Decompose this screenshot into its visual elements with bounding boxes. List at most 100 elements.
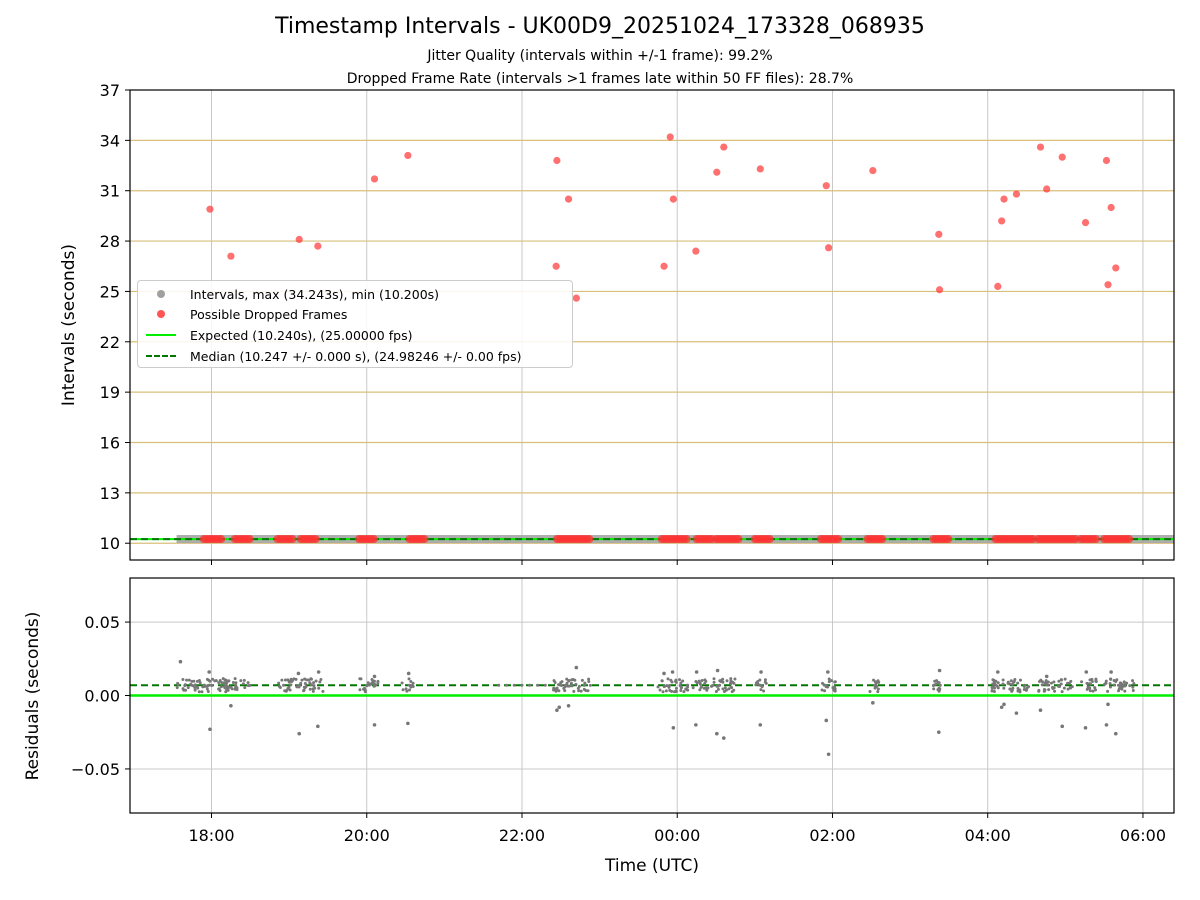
residual-point	[727, 687, 731, 691]
residual-point	[1009, 679, 1013, 683]
dropped-frame-point	[765, 535, 774, 544]
intervals-panel: 10 13 16 19 22 25 28 31 34 37 Intervals (seconds)	[59, 81, 1175, 565]
residual-point	[679, 686, 683, 690]
residual-point	[1063, 677, 1067, 681]
residual-point	[504, 683, 508, 687]
residual-point	[406, 721, 410, 726]
residual-point	[373, 682, 377, 686]
residuals-y-tick-label: 0.00	[84, 687, 120, 706]
residuals-y-axis-label: Residuals (seconds)	[23, 612, 43, 781]
residual-point	[664, 689, 668, 693]
residual-point	[1088, 682, 1092, 686]
residual-point	[826, 752, 831, 757]
residual-point	[241, 682, 245, 686]
residual-point	[363, 690, 367, 694]
dropped-frame-point	[1043, 185, 1051, 193]
residual-point	[178, 659, 183, 664]
residual-point	[299, 681, 303, 685]
residual-point	[278, 686, 282, 690]
residual-point	[1109, 677, 1113, 681]
residual-point	[407, 683, 411, 687]
dropped-frame-point	[1125, 535, 1134, 544]
residual-point	[234, 681, 238, 685]
residual-point	[702, 686, 706, 690]
residual-point	[557, 683, 561, 687]
residual-point	[1011, 686, 1015, 690]
residual-point	[283, 678, 287, 682]
residual-point	[404, 687, 408, 691]
residual-point	[1022, 684, 1026, 688]
residual-point	[197, 690, 201, 694]
intervals-y-tick-label: 37	[100, 81, 120, 100]
residual-point	[280, 678, 284, 682]
dropped-frame-point	[935, 230, 943, 238]
dropped-frame-point	[206, 205, 214, 213]
residual-point	[227, 679, 231, 683]
residual-point	[186, 686, 190, 690]
residual-point	[557, 689, 561, 693]
residual-point	[184, 688, 188, 692]
residual-point	[314, 679, 318, 683]
residual-point	[938, 688, 942, 692]
residual-point	[1131, 685, 1135, 689]
legend-label: Expected (10.240s), (25.00000 fps)	[190, 327, 413, 343]
legend-item-intervals: Intervals, max (34.243s), min (10.200s)	[146, 284, 439, 304]
dropped-frame-point	[713, 168, 721, 176]
residual-point	[225, 681, 229, 685]
residual-point	[176, 681, 180, 685]
intervals-y-tick-label: 28	[100, 232, 120, 251]
residual-point	[296, 671, 301, 676]
residual-point	[1128, 684, 1132, 688]
residual-point	[991, 682, 995, 686]
residual-point	[572, 689, 576, 693]
residual-point	[1018, 690, 1022, 694]
residual-point	[1102, 682, 1106, 686]
residual-point	[1058, 685, 1062, 689]
residual-point	[656, 685, 660, 689]
residual-point	[1046, 683, 1050, 687]
dropped-frame-point	[869, 166, 877, 175]
residual-point	[820, 688, 824, 692]
residual-point	[721, 687, 725, 691]
residual-point	[555, 708, 559, 712]
dropped-frame-point	[1112, 264, 1120, 272]
residual-point	[226, 685, 230, 689]
residual-point	[409, 680, 413, 684]
residual-point	[205, 684, 209, 688]
residual-point	[1059, 678, 1063, 682]
residual-point	[1109, 670, 1113, 674]
residual-point	[234, 686, 238, 690]
residual-point	[934, 682, 938, 686]
residual-point	[372, 723, 377, 727]
dropped-frame-point	[944, 535, 953, 544]
residual-point	[210, 684, 214, 688]
residual-point	[699, 685, 703, 689]
dropped-frame-point	[660, 262, 668, 270]
residual-point	[711, 683, 715, 687]
intervals-y-tick-label: 19	[100, 383, 120, 402]
residual-point	[196, 686, 200, 690]
dropped-frame-point	[295, 235, 303, 243]
residual-point	[759, 688, 763, 692]
residual-point	[220, 681, 224, 685]
residual-point	[760, 684, 764, 688]
residual-point	[827, 680, 831, 684]
residual-point	[583, 682, 587, 686]
residual-point	[553, 687, 557, 691]
intervals-y-tick-label: 16	[100, 434, 120, 453]
dropped-frame-point	[404, 151, 412, 160]
intervals-y-axis-label: Intervals (seconds)	[59, 244, 79, 406]
residual-point	[1123, 683, 1127, 687]
residual-point	[1040, 683, 1044, 687]
residual-point	[410, 684, 414, 688]
residual-point	[528, 683, 532, 687]
residual-point	[1086, 685, 1090, 689]
residual-point	[1093, 686, 1097, 690]
residual-point	[246, 681, 250, 685]
residual-point	[565, 681, 569, 685]
dropped-frame-point	[1102, 156, 1111, 165]
residual-point	[1043, 689, 1047, 693]
residual-point	[1052, 680, 1056, 684]
dropped-frame-point	[1107, 203, 1115, 212]
